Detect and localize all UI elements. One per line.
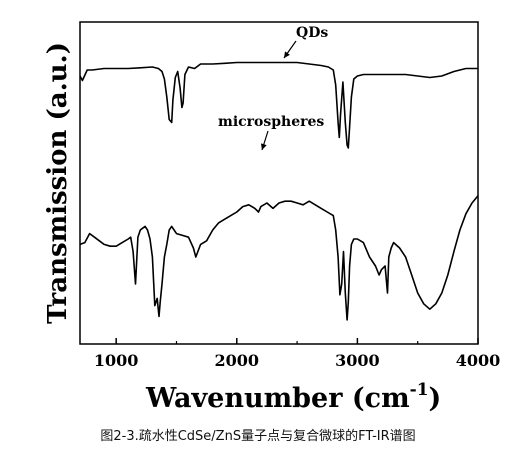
x-tick-label: 1000 <box>94 351 139 370</box>
x-tick-label: 2000 <box>215 351 260 370</box>
y-axis-label: Transmission (a.u.) <box>43 42 73 324</box>
annotation-arrowhead <box>284 51 290 58</box>
x-axis-label-superscript: -1 <box>410 380 429 400</box>
series-line-qds <box>79 61 478 149</box>
x-axis-label-main: Wavenumber (cm <box>145 383 410 414</box>
x-axis-label: Wavenumber (cm-1) <box>145 380 441 414</box>
series-line-microspheres <box>79 195 479 321</box>
figure-caption: 图2-3.疏水性CdSe/ZnS量子点与复合微球的FT-IR谱图 <box>100 429 416 444</box>
plot-area <box>79 21 479 345</box>
x-ticks: 1000 2000 3000 4000 <box>94 338 500 370</box>
series-layer <box>79 61 479 321</box>
x-axis-label-close: ) <box>429 383 442 414</box>
x-tick-label: 3000 <box>335 351 380 370</box>
annotation-arrowhead <box>260 143 267 150</box>
x-tick-label: 4000 <box>456 351 501 370</box>
annotation-microspheres: microspheres <box>218 114 324 130</box>
annotations: QDs microspheres <box>218 25 328 151</box>
annotation-qds: QDs <box>296 25 328 41</box>
plot-frame <box>79 21 479 345</box>
